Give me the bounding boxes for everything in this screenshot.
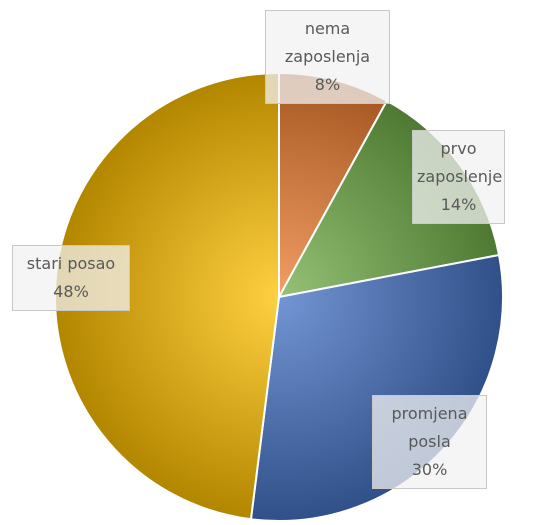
value-label: 8%	[314, 75, 341, 94]
data-label: prvo zaposlenje 14%	[412, 130, 505, 224]
value-label: 48%	[53, 282, 89, 301]
category-label: stari posao	[26, 254, 116, 273]
value-label: 30%	[411, 460, 448, 479]
data-label: nema zaposlenja 8%	[265, 10, 390, 104]
category-label: promjena posla	[391, 404, 468, 451]
value-label: 14%	[440, 195, 477, 214]
category-label: nema zaposlenja	[284, 19, 371, 66]
data-label: promjena posla 30%	[372, 395, 487, 489]
data-label: stari posao 48%	[12, 245, 130, 311]
category-label: prvo zaposlenje	[417, 139, 503, 186]
